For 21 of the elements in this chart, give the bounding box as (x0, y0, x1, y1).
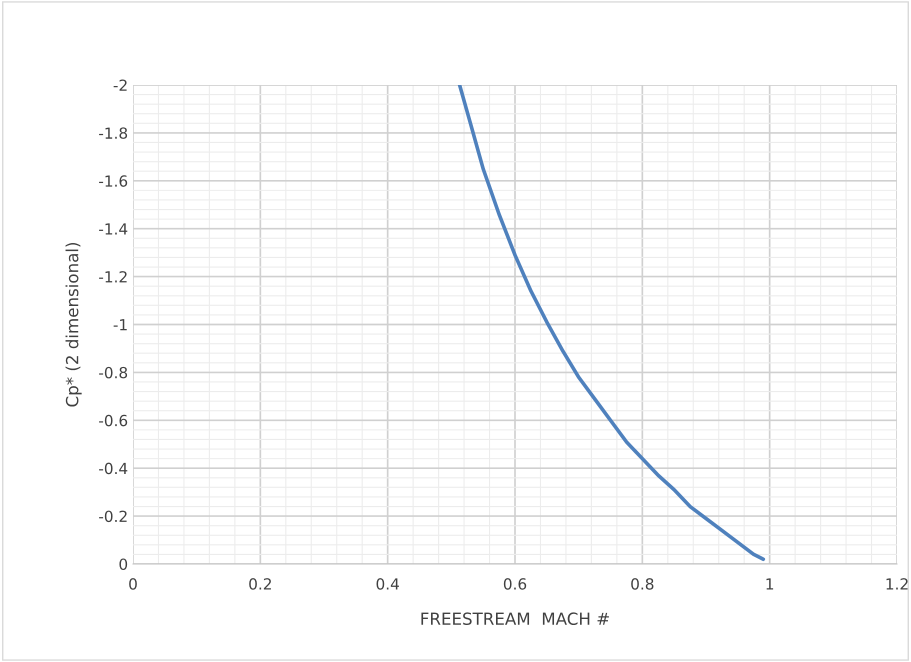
x-tick-label: 0 (129, 578, 137, 590)
y-tick-label: -1.4 (99, 223, 128, 235)
x-tick-label: 0.8 (631, 578, 654, 590)
y-tick-label: -1 (114, 319, 127, 330)
y-tick-label: -0.6 (99, 414, 128, 426)
x-tick-label: 1.2 (886, 578, 908, 590)
line-series (458, 85, 766, 562)
y-tick-label: -1.6 (99, 175, 128, 187)
x-tick-label: 0.2 (249, 578, 271, 590)
y-tick-label: -0.2 (99, 510, 127, 522)
y-tick-label: 0 (119, 558, 128, 570)
x-tick-label: 0.4 (376, 578, 399, 590)
x-tick-label: 0.6 (504, 578, 526, 590)
x-tick-label: 1 (766, 578, 774, 590)
y-tick-label: -1.2 (99, 271, 127, 282)
y-tick-label: -0.8 (99, 366, 128, 378)
y-tick-label: -0.4 (99, 462, 128, 474)
y-tick-label: -1.8 (99, 127, 128, 139)
y-tick-label: -2 (114, 79, 127, 91)
x-axis-title: FREESTREAM MACH # (421, 612, 609, 626)
y-axis-title: Cp* (2 dimensional) (66, 242, 82, 407)
